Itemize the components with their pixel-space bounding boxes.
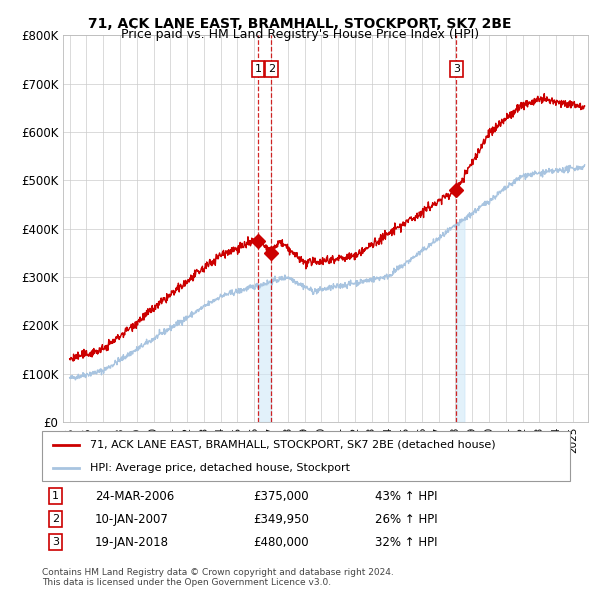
Text: 26% ↑ HPI: 26% ↑ HPI bbox=[374, 513, 437, 526]
Text: 10-JAN-2007: 10-JAN-2007 bbox=[95, 513, 169, 526]
Text: 71, ACK LANE EAST, BRAMHALL, STOCKPORT, SK7 2BE (detached house): 71, ACK LANE EAST, BRAMHALL, STOCKPORT, … bbox=[89, 440, 495, 450]
Text: £375,000: £375,000 bbox=[253, 490, 309, 503]
FancyBboxPatch shape bbox=[42, 431, 570, 481]
Text: 32% ↑ HPI: 32% ↑ HPI bbox=[374, 536, 437, 549]
Text: 1: 1 bbox=[254, 64, 262, 74]
Text: 1: 1 bbox=[52, 491, 59, 501]
Text: £349,950: £349,950 bbox=[253, 513, 309, 526]
Text: 2: 2 bbox=[52, 514, 59, 524]
Text: Contains HM Land Registry data © Crown copyright and database right 2024.: Contains HM Land Registry data © Crown c… bbox=[42, 568, 394, 576]
Text: HPI: Average price, detached house, Stockport: HPI: Average price, detached house, Stoc… bbox=[89, 463, 350, 473]
Text: 2: 2 bbox=[268, 64, 275, 74]
Text: This data is licensed under the Open Government Licence v3.0.: This data is licensed under the Open Gov… bbox=[42, 578, 331, 587]
Text: 3: 3 bbox=[453, 64, 460, 74]
Text: 71, ACK LANE EAST, BRAMHALL, STOCKPORT, SK7 2BE: 71, ACK LANE EAST, BRAMHALL, STOCKPORT, … bbox=[88, 17, 512, 31]
Text: 19-JAN-2018: 19-JAN-2018 bbox=[95, 536, 169, 549]
Text: 3: 3 bbox=[52, 537, 59, 547]
Text: Price paid vs. HM Land Registry's House Price Index (HPI): Price paid vs. HM Land Registry's House … bbox=[121, 28, 479, 41]
Text: 43% ↑ HPI: 43% ↑ HPI bbox=[374, 490, 437, 503]
Text: £480,000: £480,000 bbox=[253, 536, 309, 549]
Text: 24-MAR-2006: 24-MAR-2006 bbox=[95, 490, 174, 503]
